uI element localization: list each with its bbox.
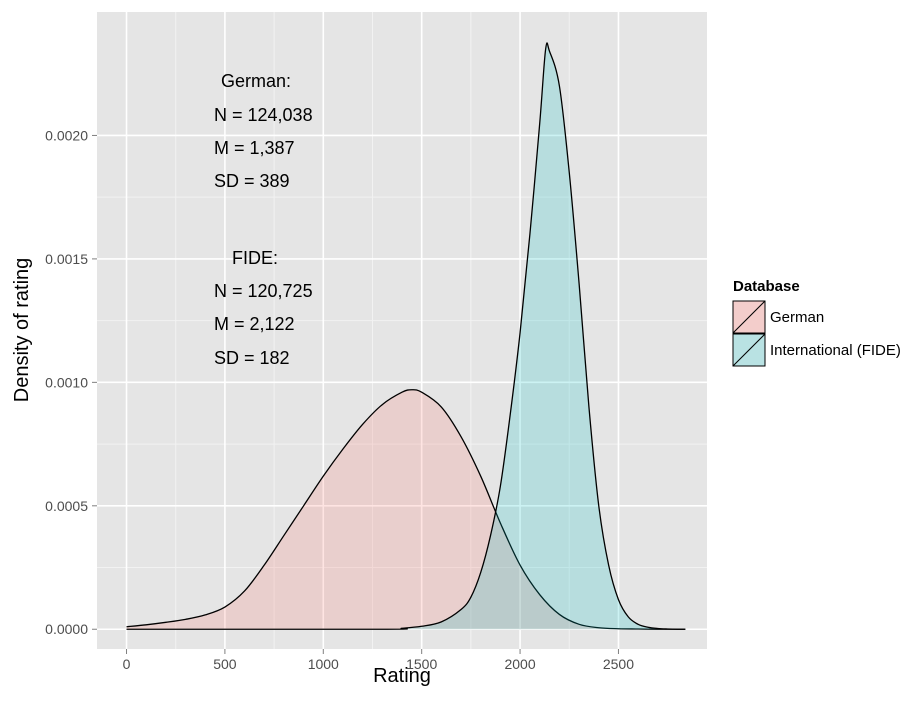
x-tick-label: 500 [213, 656, 237, 672]
annotation-fide-title: FIDE: [232, 248, 278, 268]
y-axis-ticks: 0.0000 0.0005 0.0010 0.0015 0.0020 [45, 127, 97, 637]
annotation-german-sd: SD = 389 [214, 171, 290, 191]
legend-key-german-slash [732, 300, 766, 334]
legend-label-german: German [770, 309, 824, 326]
y-axis-title: Density of rating [11, 258, 33, 403]
plot-panel [97, 12, 707, 649]
y-tick-label: 0.0000 [45, 621, 88, 637]
annotation-german-title: German: [221, 71, 291, 91]
minor-grid [97, 12, 707, 649]
y-tick-label: 0.0005 [45, 498, 88, 514]
x-axis-title: Rating [373, 665, 431, 687]
legend-label-fide: International (FIDE) [770, 342, 901, 359]
annotation-fide-n: N = 120,725 [214, 281, 313, 301]
x-tick-label: 1000 [308, 656, 339, 672]
legend-item-german: German [732, 300, 824, 334]
annotation-german: German: N = 124,038 M = 1,387 SD = 389 [214, 71, 313, 191]
y-tick-label: 0.0020 [45, 127, 88, 143]
annotation-fide-mean: M = 2,122 [214, 314, 295, 334]
annotation-german-n: N = 124,038 [214, 105, 313, 125]
annotation-german-mean: M = 1,387 [214, 138, 295, 158]
x-axis-ticks: 0 500 1000 1500 2000 2500 [123, 649, 634, 672]
y-tick-label: 0.0010 [45, 374, 88, 390]
legend-key-fide-slash [732, 333, 766, 367]
x-tick-label: 2000 [504, 656, 535, 672]
area-fill-fide [126, 42, 686, 630]
legend-title: Database [733, 278, 800, 295]
density-line-fide [126, 42, 686, 630]
x-tick-label: 2500 [603, 656, 634, 672]
density-areas [126, 42, 686, 630]
area-fill-german [126, 389, 686, 630]
annotation-fide: FIDE: N = 120,725 M = 2,122 SD = 182 [214, 248, 313, 368]
x-tick-label: 0 [123, 656, 131, 672]
annotation-fide-sd: SD = 182 [214, 348, 290, 368]
legend-item-fide: International (FIDE) [732, 333, 901, 367]
x-tick-label: 1500 [406, 656, 437, 672]
density-line-german [126, 389, 686, 630]
y-tick-label: 0.0015 [45, 251, 88, 267]
legend: Database German International (FIDE) [732, 278, 901, 367]
